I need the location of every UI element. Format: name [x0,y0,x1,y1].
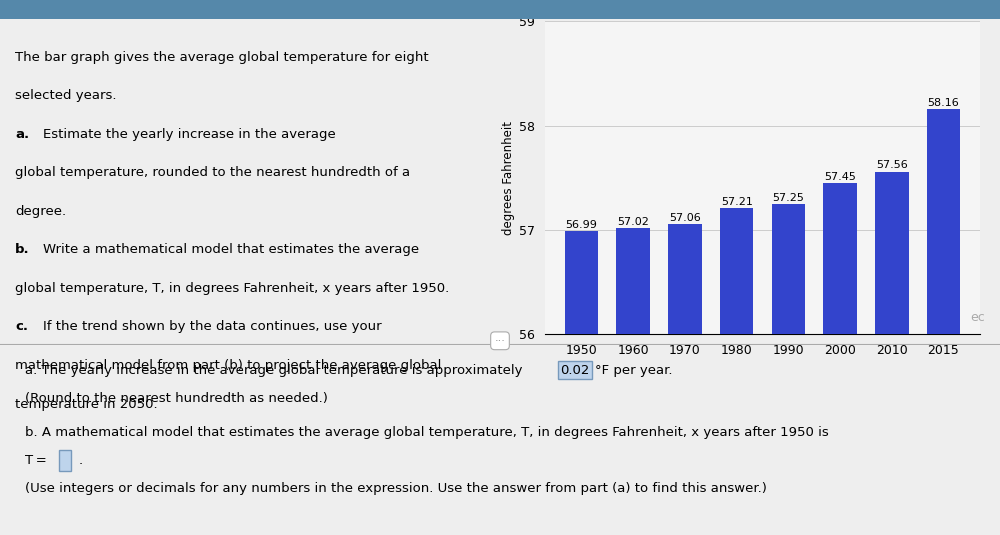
Text: T =: T = [25,454,49,467]
Bar [772,204,805,334]
Bar [823,183,857,334]
Bar [875,172,909,334]
Text: If the trend shown by the data continues, use your: If the trend shown by the data continues… [43,320,382,333]
Text: global temperature, T, in degrees Fahrenheit, x years after 1950.: global temperature, T, in degrees Fahren… [15,282,449,295]
Text: 57.25: 57.25 [772,193,804,203]
Text: temperature in 2050.: temperature in 2050. [15,398,158,410]
Text: 57.02: 57.02 [617,217,649,227]
Text: 57.06: 57.06 [669,212,701,223]
Text: b. A mathematical model that estimates the average global temperature, T, in deg: b. A mathematical model that estimates t… [25,426,829,439]
Bar [668,224,702,334]
Text: °F per year.: °F per year. [595,364,673,377]
Text: b.: b. [15,243,30,256]
Bar [720,208,753,334]
Text: a. The yearly increase in the average global temperature is approximately: a. The yearly increase in the average gl… [25,364,527,377]
Text: mathematical model from part (b) to project the average global: mathematical model from part (b) to proj… [15,359,441,372]
Y-axis label: degrees Fahrenheit: degrees Fahrenheit [502,121,515,235]
Text: ec: ec [970,311,985,324]
Text: 56.99: 56.99 [566,220,598,230]
Text: 0.02: 0.02 [560,364,589,377]
Text: (Use integers or decimals for any numbers in the expression. Use the answer from: (Use integers or decimals for any number… [25,482,767,495]
Text: Write a mathematical model that estimates the average: Write a mathematical model that estimate… [43,243,419,256]
Text: 57.21: 57.21 [721,197,753,207]
Text: global temperature, rounded to the nearest hundredth of a: global temperature, rounded to the neare… [15,166,410,179]
Text: 57.45: 57.45 [824,172,856,182]
Text: degree.: degree. [15,205,66,218]
Text: (Round to the nearest hundredth as needed.): (Round to the nearest hundredth as neede… [25,392,328,405]
Bar [565,231,598,334]
Text: c.: c. [15,320,28,333]
Text: .: . [79,454,83,467]
Title: Average Global Temperature: Average Global Temperature [658,3,867,18]
Bar [927,109,960,334]
Text: 58.16: 58.16 [928,98,959,108]
Text: 57.56: 57.56 [876,160,908,170]
Text: selected years.: selected years. [15,89,116,102]
Text: Estimate the yearly increase in the average: Estimate the yearly increase in the aver… [43,128,336,141]
Text: The bar graph gives the average global temperature for eight: The bar graph gives the average global t… [15,51,429,64]
Text: a.: a. [15,128,29,141]
Text: ···: ··· [495,336,505,346]
Bar [616,228,650,334]
